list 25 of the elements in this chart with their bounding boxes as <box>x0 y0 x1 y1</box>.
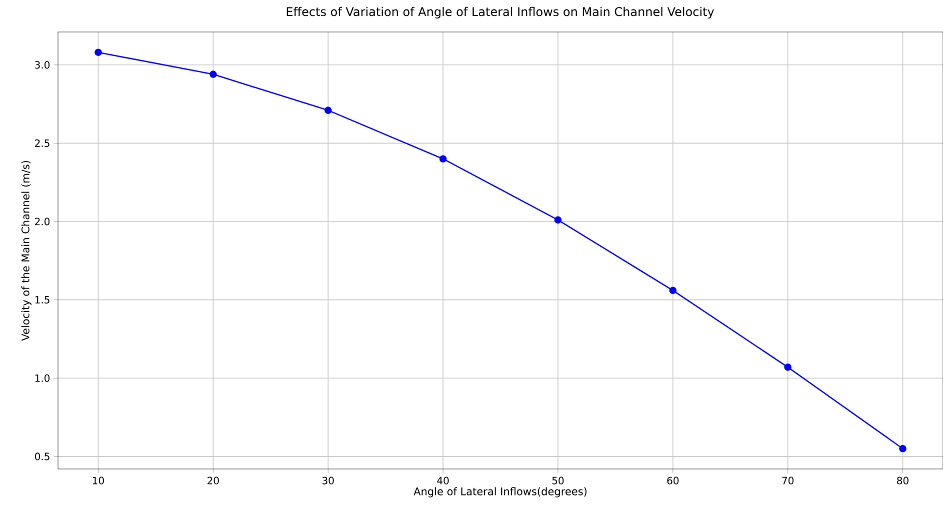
point <box>784 364 792 371</box>
point <box>324 106 332 114</box>
point <box>669 286 677 294</box>
point <box>210 70 217 78</box>
x-axis-title: Angle of Lateral Inflows(degrees) <box>414 487 587 498</box>
x-tick-label: 20 <box>208 476 219 484</box>
x-tick-label: 70 <box>782 476 794 484</box>
x-tick-label: 80 <box>897 476 908 484</box>
y-tick-label: 0.5 <box>34 452 50 460</box>
point <box>554 216 562 224</box>
y-tick-label: 1.5 <box>35 296 50 304</box>
x-tick-label: 50 <box>552 476 564 484</box>
y-tick-label: 3.0 <box>35 61 50 69</box>
y-tick-label: 2.5 <box>35 139 50 147</box>
x-tick-label: 40 <box>437 476 449 484</box>
point <box>94 48 102 56</box>
y-tick-label: 1.0 <box>35 374 50 382</box>
x-tick-label: 60 <box>667 476 679 484</box>
x-tick-label: 10 <box>92 476 104 484</box>
point <box>899 444 906 452</box>
y-axis-title: Velocity of the Main Channel (m/s) <box>21 160 32 341</box>
y-tick-label: 2.0 <box>35 218 50 226</box>
chart-title: Effects of Variation of Angle of Lateral Inflows on Main Channel Velocity <box>286 6 714 18</box>
point <box>439 155 447 163</box>
x-tick-label: 30 <box>322 476 334 484</box>
